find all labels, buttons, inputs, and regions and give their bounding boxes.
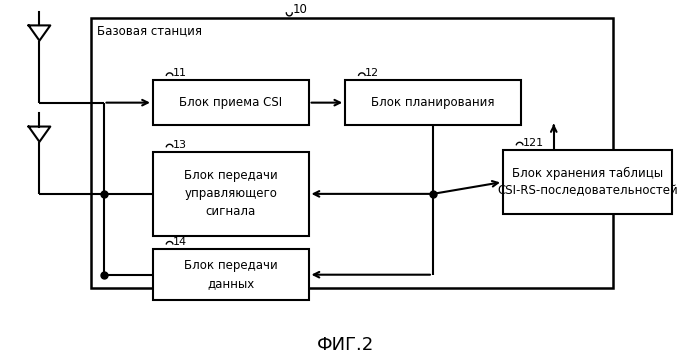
Text: 14: 14 bbox=[173, 237, 187, 247]
Bar bbox=[153, 152, 309, 236]
Text: Блок приема CSI: Блок приема CSI bbox=[179, 96, 282, 109]
Text: Блок передачи
управляющего
сигнала: Блок передачи управляющего сигнала bbox=[184, 169, 278, 218]
Bar bbox=[503, 150, 673, 214]
Bar bbox=[153, 249, 309, 301]
Text: 10: 10 bbox=[293, 3, 307, 16]
Text: 11: 11 bbox=[173, 68, 187, 78]
Text: Блок хранения таблицы
CSI-RS-последовательностей: Блок хранения таблицы CSI-RS-последовате… bbox=[497, 166, 678, 197]
Text: Блок планирования: Блок планирования bbox=[371, 96, 495, 109]
Text: Базовая станция: Базовая станция bbox=[97, 24, 202, 37]
Text: ФИГ.2: ФИГ.2 bbox=[316, 336, 374, 354]
Text: 121: 121 bbox=[523, 138, 544, 148]
Text: Блок передачи
данных: Блок передачи данных bbox=[184, 259, 278, 290]
Bar bbox=[91, 18, 613, 288]
Text: 13: 13 bbox=[173, 140, 187, 150]
Bar bbox=[153, 80, 309, 125]
Bar bbox=[345, 80, 521, 125]
Text: 12: 12 bbox=[365, 68, 379, 78]
